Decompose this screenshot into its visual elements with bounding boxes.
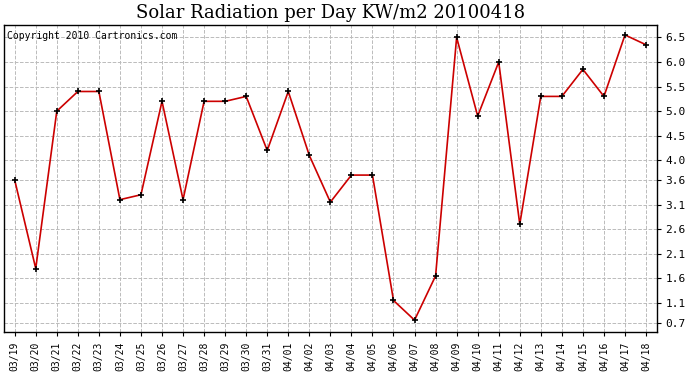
Title: Solar Radiation per Day KW/m2 20100418: Solar Radiation per Day KW/m2 20100418: [136, 4, 525, 22]
Text: Copyright 2010 Cartronics.com: Copyright 2010 Cartronics.com: [8, 31, 178, 41]
